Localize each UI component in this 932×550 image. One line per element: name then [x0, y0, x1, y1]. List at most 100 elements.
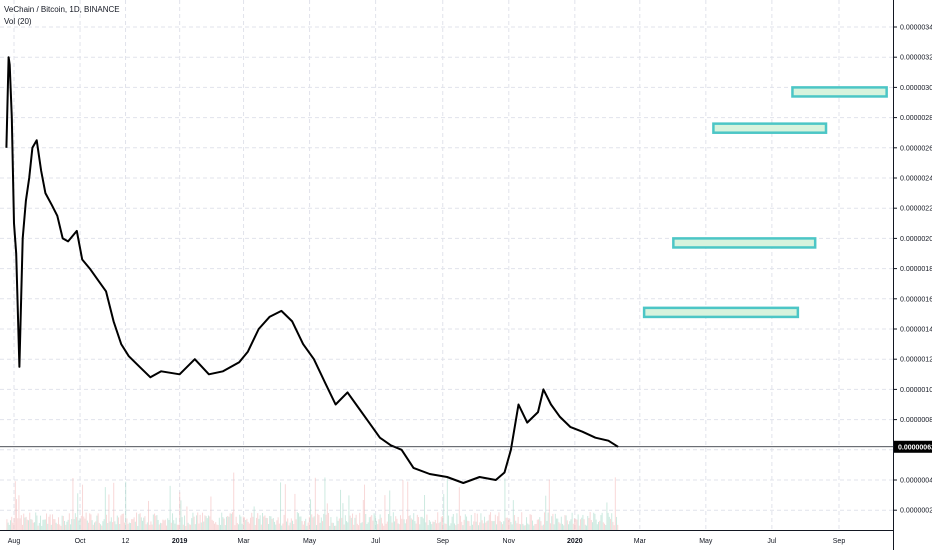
volume-bar [494, 514, 496, 530]
volume-bar [188, 524, 190, 530]
volume-bar [517, 516, 519, 530]
volume-bar [70, 524, 72, 530]
volume-bar [468, 521, 470, 530]
volume-bar [460, 515, 462, 530]
volume-bar [390, 516, 392, 530]
volume-bar [612, 521, 614, 530]
volume-bar [432, 521, 434, 530]
volume-bar [305, 518, 307, 530]
volume-bar [530, 514, 532, 530]
volume-bar [206, 518, 208, 530]
volume-bar [358, 525, 360, 530]
volume-bar [498, 512, 500, 530]
volume-bar [156, 515, 158, 530]
volume-bar [497, 516, 499, 530]
volume-bar [268, 524, 270, 530]
volume-bar [470, 514, 472, 530]
volume-bar [352, 513, 354, 530]
volume-bar [487, 520, 489, 530]
volume-bar [226, 516, 228, 530]
target-zone-3[interactable] [672, 237, 817, 249]
target-zone-2[interactable] [712, 122, 828, 134]
volume-bar [100, 524, 102, 530]
volume-bar [115, 524, 117, 530]
volume-bar [196, 515, 198, 530]
volume-bar [235, 516, 237, 530]
volume-bar [481, 520, 483, 530]
volume-bar [274, 521, 276, 530]
volume-bar [64, 520, 66, 530]
volume-bar [193, 516, 195, 530]
volume-bar [540, 521, 542, 530]
volume-bar [89, 513, 91, 530]
volume-bar [256, 517, 258, 530]
volume-bar [605, 525, 607, 530]
volume-bar [479, 522, 481, 530]
volume-bar [414, 521, 416, 530]
volume-bar [176, 524, 178, 530]
volume-bar [94, 522, 96, 530]
volume-bar [234, 525, 236, 530]
volume-bar [608, 516, 610, 530]
volume-bar [169, 485, 171, 530]
volume-bar [590, 520, 592, 530]
volume-bar [260, 524, 262, 530]
volume-bar [388, 514, 390, 530]
volume-bar [433, 522, 435, 530]
volume-bar [239, 514, 241, 530]
volume-bar [437, 512, 439, 530]
volume-bar [130, 522, 132, 530]
volume-bar [474, 512, 476, 530]
volume-bar [77, 493, 79, 530]
volume-bar [179, 492, 181, 530]
volume-bar [132, 519, 134, 530]
volume-bar [563, 525, 565, 530]
volume-bar [60, 525, 62, 530]
volume-bar [400, 515, 402, 530]
volume-bar [550, 523, 552, 530]
volume-bar [554, 513, 556, 530]
volume-bar [222, 517, 224, 530]
volume-bar [293, 524, 295, 530]
target-zone-1[interactable] [791, 86, 888, 98]
volume-bar [347, 522, 349, 530]
volume-bar [392, 512, 394, 530]
volume-bar [52, 514, 54, 530]
volume-bar [511, 524, 513, 530]
volume-bar [313, 516, 315, 530]
volume-bar [236, 523, 238, 530]
volume-bar [410, 518, 412, 530]
volume-bar [341, 517, 343, 530]
volume-bar [186, 506, 188, 530]
volume-bar [546, 520, 548, 530]
volume-bar [125, 481, 127, 530]
volume-bar [575, 519, 577, 530]
volume-bar [18, 495, 20, 530]
volume-bar [542, 524, 544, 530]
volume-bar [338, 518, 340, 530]
target-zone-4[interactable] [642, 306, 800, 319]
x-tick-label: May [303, 538, 317, 545]
x-tick-label: 2019 [172, 538, 188, 545]
volume-bar [398, 524, 400, 530]
volume-bar [88, 522, 90, 530]
volume-bar [161, 523, 163, 530]
volume-bar [113, 482, 115, 530]
volume-bar [461, 521, 463, 530]
volume-bar [14, 481, 16, 530]
volume-bar [324, 477, 326, 530]
volume-bar [397, 523, 399, 530]
volume-bar [65, 524, 67, 530]
volume-bar [284, 484, 286, 530]
volume-bar [151, 524, 153, 530]
x-tick-label: 2020 [567, 538, 583, 545]
volume-bar [583, 519, 585, 530]
volume-bar [378, 519, 380, 530]
volume-bar [594, 513, 596, 530]
volume-bar [149, 524, 151, 530]
volume-bar [172, 513, 174, 530]
